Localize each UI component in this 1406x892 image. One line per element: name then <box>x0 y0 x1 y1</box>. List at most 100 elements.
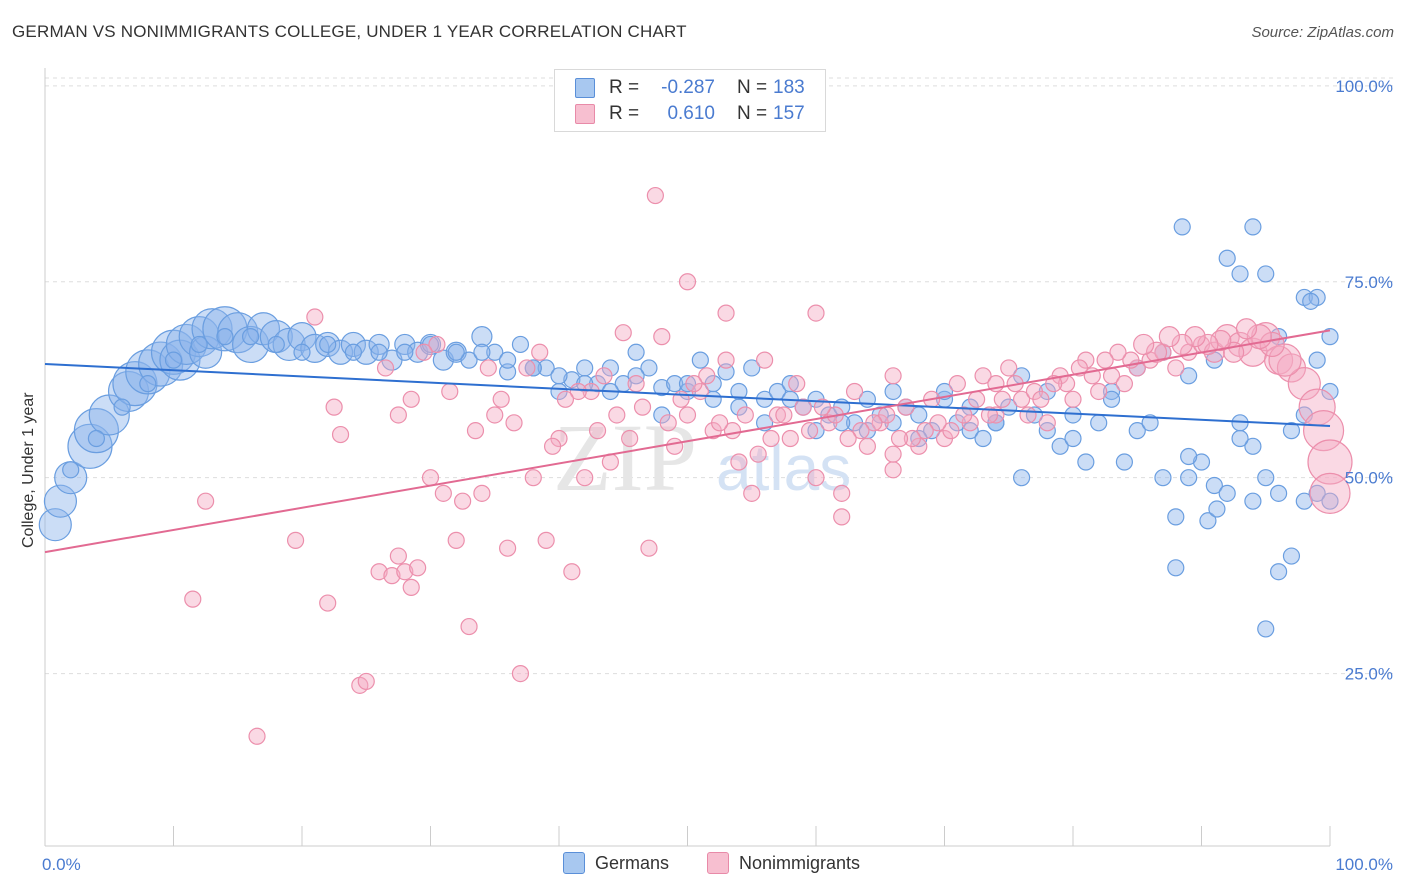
data-point <box>749 445 767 463</box>
watermark-zip: ZIP <box>553 404 697 511</box>
data-point <box>505 414 523 432</box>
data-point <box>852 422 870 440</box>
data-point <box>1180 367 1198 385</box>
r-value: 0.610 <box>667 103 715 124</box>
data-point <box>286 531 305 549</box>
legend-item-germans[interactable]: Germans <box>563 852 669 874</box>
data-point <box>189 335 223 369</box>
data-point <box>319 335 337 354</box>
data-point <box>1000 359 1018 377</box>
data-point <box>1012 390 1031 408</box>
data-point <box>1321 382 1339 401</box>
data-point <box>897 398 915 416</box>
data-point <box>833 484 851 502</box>
data-point <box>471 326 493 348</box>
data-point <box>730 453 748 471</box>
data-point <box>1090 414 1108 432</box>
n-label: N = <box>737 103 768 124</box>
data-point <box>1012 469 1031 487</box>
data-points <box>38 186 1353 745</box>
data-point <box>974 429 992 448</box>
data-point <box>800 422 819 440</box>
data-point <box>1171 333 1193 356</box>
data-point <box>460 351 478 369</box>
data-point <box>1102 390 1121 408</box>
data-point <box>1032 390 1050 408</box>
r-value: -0.287 <box>661 77 715 98</box>
data-point <box>1282 547 1301 565</box>
data-point <box>563 563 581 581</box>
data-point <box>621 429 639 448</box>
data-point <box>499 351 517 369</box>
data-point <box>537 531 555 549</box>
data-point <box>884 367 902 385</box>
data-point <box>890 429 909 448</box>
data-point <box>419 333 442 356</box>
data-point <box>466 422 485 440</box>
data-point <box>216 328 234 346</box>
data-point <box>608 406 626 424</box>
data-point <box>1038 414 1056 432</box>
trend-line-germans <box>44 363 1331 427</box>
nonimmigrants-legend-swatch <box>707 852 729 874</box>
data-point <box>1231 429 1249 448</box>
data-point <box>916 422 934 440</box>
data-point <box>1197 333 1219 356</box>
data-point <box>242 328 260 346</box>
data-point <box>1064 406 1082 424</box>
data-point <box>376 359 395 377</box>
data-point <box>1282 422 1301 440</box>
data-point <box>87 429 106 448</box>
n-value: 183 <box>773 77 805 98</box>
data-point <box>499 539 517 557</box>
legend-item-nonimmigrants[interactable]: Nonimmigrants <box>707 852 860 874</box>
data-point <box>968 390 986 408</box>
data-point <box>1154 469 1172 487</box>
data-point <box>1269 563 1288 581</box>
data-point <box>576 469 594 487</box>
data-point <box>717 351 735 369</box>
data-point <box>1295 492 1313 510</box>
source-credit: Source: ZipAtlas.com <box>1251 24 1394 41</box>
data-point <box>1218 484 1236 502</box>
data-point <box>473 343 491 361</box>
data-point <box>344 343 362 361</box>
data-point <box>325 398 343 416</box>
data-point <box>627 343 645 361</box>
germans-legend-label: Germans <box>595 852 670 873</box>
data-point <box>794 398 812 416</box>
y-tick-label: 25.0% <box>1345 665 1393 684</box>
data-point <box>1295 406 1313 424</box>
y-axis-title: College, Under 1 year <box>20 392 37 548</box>
data-point <box>659 414 677 432</box>
data-point <box>839 429 857 448</box>
data-point <box>1109 343 1127 361</box>
data-point <box>1115 375 1134 393</box>
axes <box>44 68 1331 847</box>
correlation-legend: R = -0.287 N = 183 R = 0.610 N = 157 <box>554 69 826 132</box>
data-point <box>1257 469 1275 487</box>
nonimmigrants-swatch <box>575 104 595 124</box>
data-point <box>666 375 684 393</box>
data-point <box>1218 249 1236 267</box>
n-value: 157 <box>773 103 805 124</box>
data-point <box>1309 472 1351 514</box>
data-point <box>1269 484 1288 502</box>
data-point <box>666 437 684 455</box>
data-point <box>576 359 594 377</box>
r-label: R = <box>609 77 640 98</box>
data-point <box>762 429 780 448</box>
data-point <box>743 484 761 502</box>
data-point <box>112 361 158 407</box>
data-point <box>743 359 761 377</box>
data-point <box>1115 453 1134 471</box>
data-point <box>980 406 999 424</box>
x-tick-label: 0.0% <box>42 855 81 874</box>
data-point <box>717 304 735 322</box>
data-point <box>1244 492 1262 510</box>
data-point <box>531 343 549 361</box>
r-label: R = <box>609 103 640 124</box>
data-point <box>775 406 793 424</box>
data-point <box>884 382 902 401</box>
data-point <box>1321 492 1339 510</box>
